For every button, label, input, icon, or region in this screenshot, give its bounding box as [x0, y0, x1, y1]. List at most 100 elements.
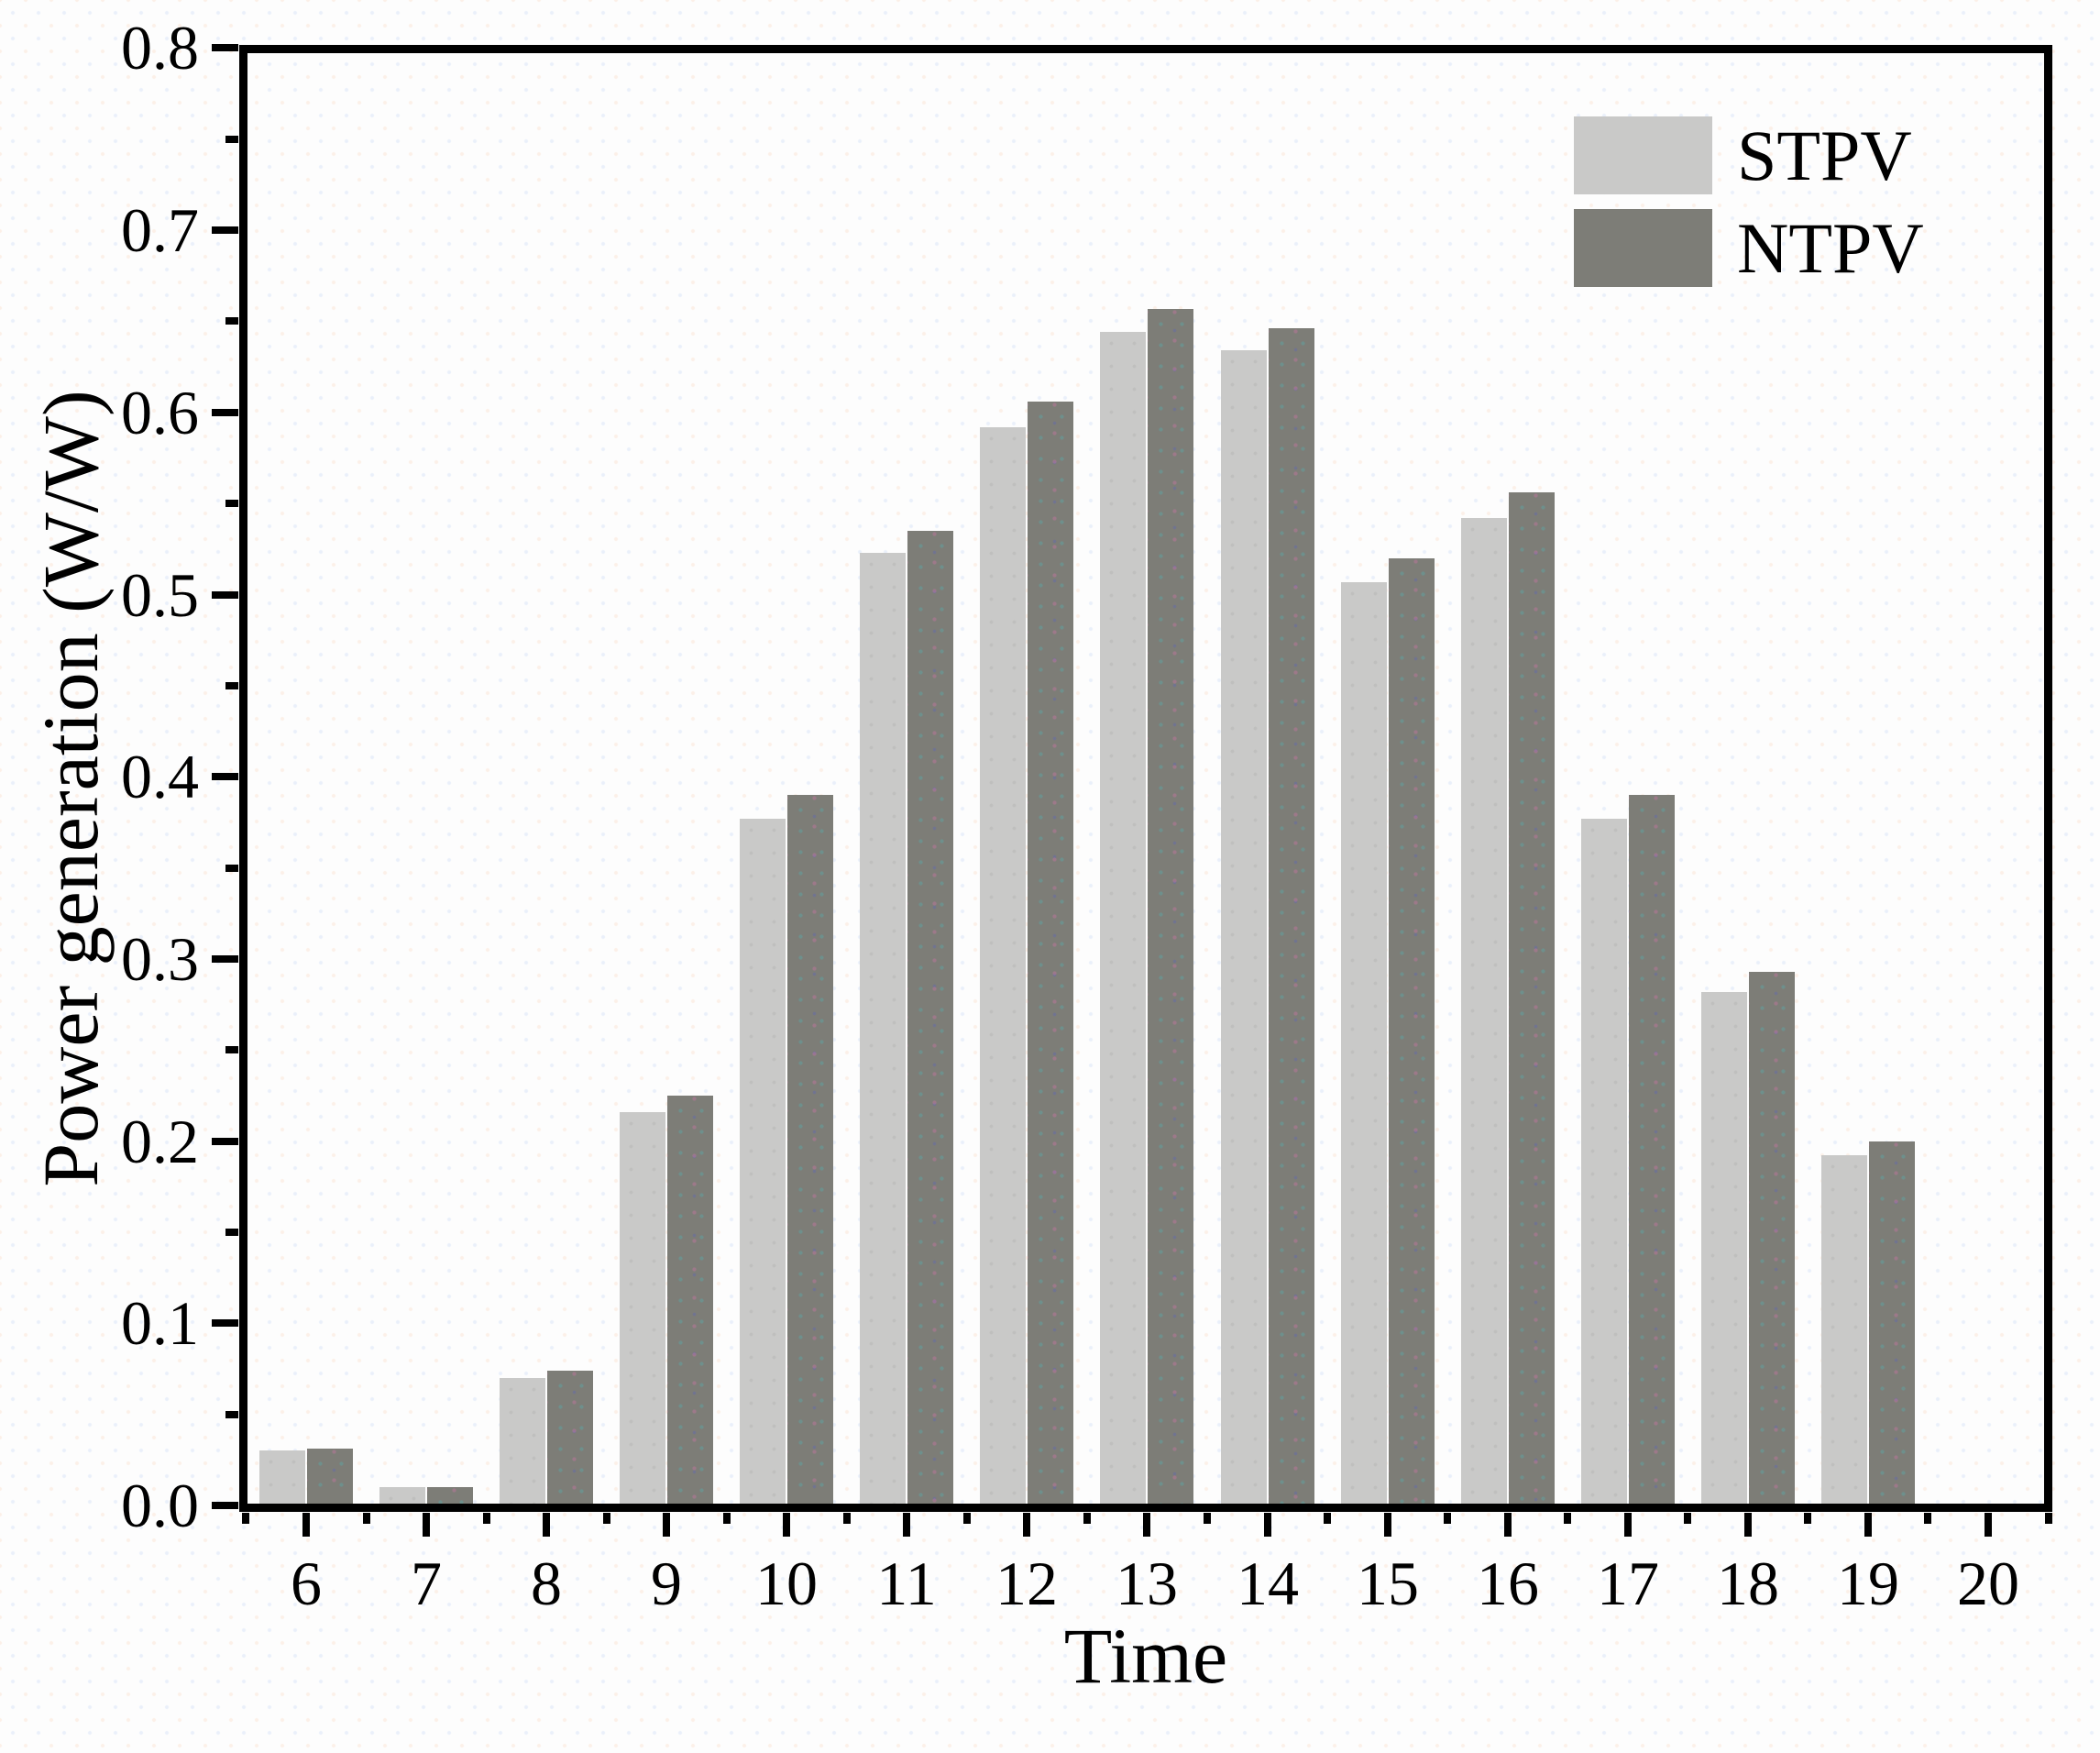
x-minor-tick-5.5	[242, 1513, 249, 1524]
x-minor-tick-11.5	[963, 1513, 971, 1524]
bar-ntpv-9	[667, 1096, 713, 1504]
x-minor-tick-14.5	[1324, 1513, 1331, 1524]
x-major-tick-6	[302, 1513, 310, 1537]
x-tick-label-13: 13	[1116, 1549, 1178, 1618]
bar-ntpv-17	[1629, 795, 1675, 1504]
bar-ntpv-19	[1869, 1141, 1915, 1504]
x-tick-label-12: 12	[995, 1549, 1058, 1618]
x-tick-label-19: 19	[1837, 1549, 1899, 1618]
y-major-tick-0.7	[212, 226, 238, 234]
bar-stpv-16	[1461, 518, 1507, 1504]
y-minor-tick-0.55	[225, 500, 238, 507]
x-tick-label-16: 16	[1477, 1549, 1539, 1618]
x-tick-label-20: 20	[1957, 1549, 2019, 1618]
bar-ntpv-13	[1148, 309, 1193, 1504]
bar-stpv-14	[1221, 350, 1267, 1504]
y-minor-tick-0.45	[225, 682, 238, 689]
bar-stpv-15	[1341, 582, 1387, 1504]
x-tick-label-7: 7	[411, 1549, 442, 1618]
x-minor-tick-7.5	[483, 1513, 490, 1524]
bar-stpv-12	[980, 427, 1026, 1504]
bar-ntpv-10	[787, 795, 833, 1504]
y-tick-label-0.5: 0.5	[121, 560, 199, 630]
x-major-tick-7	[423, 1513, 430, 1537]
y-tick-label-0.6: 0.6	[121, 378, 199, 447]
bar-ntpv-12	[1028, 402, 1073, 1504]
x-minor-tick-10.5	[843, 1513, 851, 1524]
bar-ntpv-16	[1509, 492, 1555, 1504]
x-minor-tick-15.5	[1444, 1513, 1451, 1524]
y-tick-label-0.2: 0.2	[121, 1107, 199, 1176]
y-tick-label-0.8: 0.8	[121, 13, 199, 83]
x-tick-label-9: 9	[651, 1549, 682, 1618]
x-axis-title: Time	[1063, 1612, 1228, 1700]
plot-area-frame	[239, 45, 2052, 1512]
y-minor-tick-0.15	[225, 1229, 238, 1236]
bar-stpv-19	[1821, 1155, 1867, 1504]
bar-stpv-11	[860, 553, 906, 1504]
y-minor-tick-0.65	[225, 317, 238, 325]
x-minor-tick-8.5	[603, 1513, 610, 1524]
x-minor-tick-13.5	[1204, 1513, 1211, 1524]
bar-stpv-10	[740, 819, 786, 1504]
bar-ntpv-7	[427, 1487, 473, 1504]
legend: STPV NTPV	[1574, 116, 1924, 287]
bar-ntpv-15	[1389, 558, 1435, 1504]
x-tick-label-10: 10	[755, 1549, 818, 1618]
x-major-tick-12	[1023, 1513, 1030, 1537]
x-major-tick-19	[1864, 1513, 1872, 1537]
bar-stpv-8	[500, 1378, 545, 1504]
y-axis-title: Power generation (W/W)	[27, 390, 115, 1187]
x-tick-label-18: 18	[1717, 1549, 1779, 1618]
x-major-tick-20	[1985, 1513, 1992, 1537]
legend-label-ntpv: NTPV	[1737, 208, 1924, 288]
y-major-tick-0.2	[212, 1138, 238, 1145]
x-minor-tick-12.5	[1083, 1513, 1091, 1524]
bar-stpv-7	[379, 1487, 425, 1504]
x-tick-label-6: 6	[291, 1549, 322, 1618]
legend-label-stpv: STPV	[1737, 116, 1912, 195]
x-major-tick-16	[1504, 1513, 1512, 1537]
x-major-tick-8	[543, 1513, 550, 1537]
x-minor-tick-16.5	[1564, 1513, 1571, 1524]
x-major-tick-9	[663, 1513, 670, 1537]
bar-stpv-13	[1100, 332, 1146, 1504]
x-major-tick-14	[1264, 1513, 1271, 1537]
bar-ntpv-8	[547, 1371, 593, 1504]
x-major-tick-17	[1624, 1513, 1632, 1537]
legend-item-ntpv: NTPV	[1574, 209, 1924, 287]
y-minor-tick-0.35	[225, 865, 238, 872]
x-minor-tick-20.5	[2045, 1513, 2052, 1524]
x-minor-tick-18.5	[1804, 1513, 1811, 1524]
legend-swatch-ntpv	[1574, 209, 1712, 287]
x-major-tick-11	[903, 1513, 910, 1537]
bar-ntpv-18	[1749, 972, 1795, 1504]
x-major-tick-13	[1143, 1513, 1150, 1537]
y-major-tick-0.0	[212, 1502, 238, 1509]
bar-stpv-17	[1581, 819, 1627, 1504]
bar-ntpv-14	[1269, 328, 1314, 1504]
legend-item-stpv: STPV	[1574, 116, 1924, 194]
x-minor-tick-17.5	[1684, 1513, 1691, 1524]
y-minor-tick-0.75	[225, 136, 238, 143]
bar-ntpv-11	[907, 531, 953, 1504]
x-minor-tick-6.5	[363, 1513, 370, 1524]
x-major-tick-10	[783, 1513, 790, 1537]
bar-stpv-6	[259, 1450, 305, 1504]
y-major-tick-0.6	[212, 409, 238, 416]
x-tick-label-15: 15	[1357, 1549, 1419, 1618]
y-major-tick-0.5	[212, 591, 238, 599]
x-tick-label-11: 11	[876, 1549, 937, 1618]
bar-stpv-9	[620, 1112, 665, 1504]
x-major-tick-18	[1744, 1513, 1752, 1537]
x-minor-tick-9.5	[723, 1513, 731, 1524]
x-tick-label-8: 8	[531, 1549, 562, 1618]
legend-swatch-stpv	[1574, 116, 1712, 194]
y-tick-label-0.3: 0.3	[121, 924, 199, 994]
y-major-tick-0.4	[212, 773, 238, 780]
x-tick-label-17: 17	[1597, 1549, 1659, 1618]
y-tick-label-0.1: 0.1	[121, 1288, 199, 1358]
bar-ntpv-6	[307, 1449, 353, 1504]
y-minor-tick-0.05	[225, 1411, 238, 1418]
y-major-tick-0.3	[212, 955, 238, 963]
